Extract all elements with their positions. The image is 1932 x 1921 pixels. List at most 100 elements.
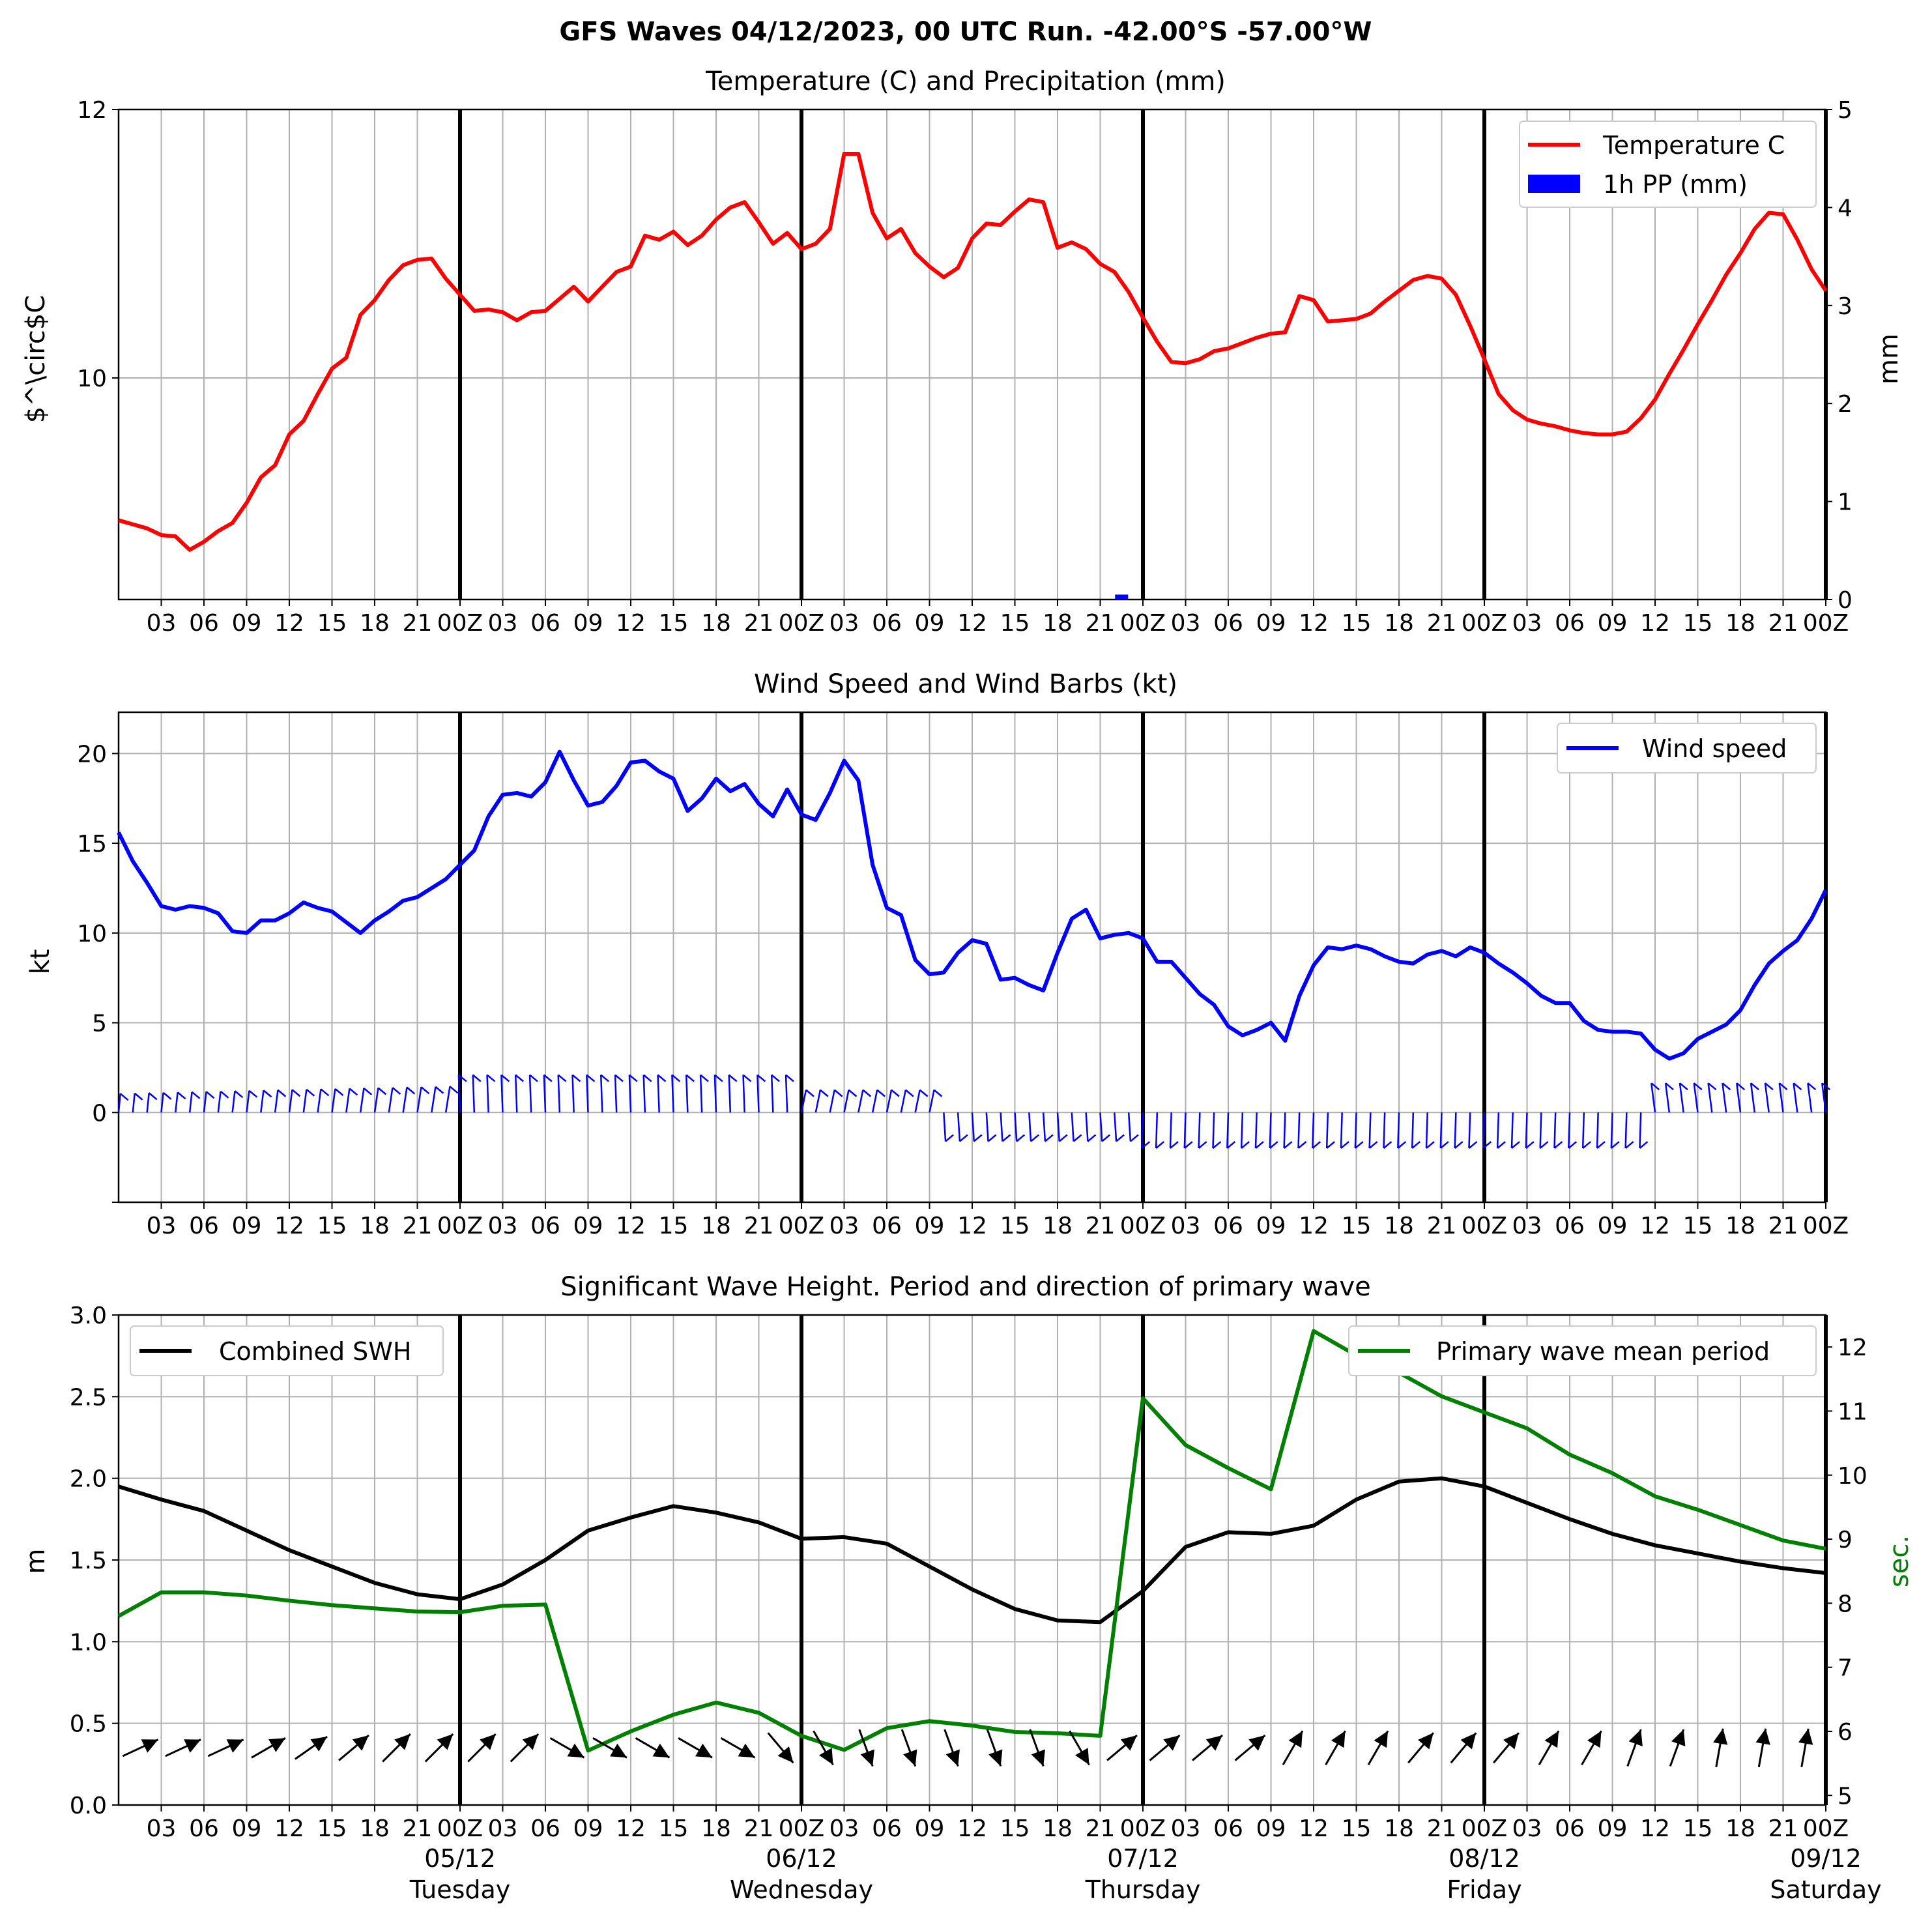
x-tick-label: 06 <box>189 1815 219 1842</box>
y-tick-label: 20 <box>77 741 107 768</box>
wind-barb-flag <box>1707 1082 1717 1091</box>
wave-direction-arrows <box>122 1728 1813 1768</box>
x-tick-label: 21 <box>1086 1213 1116 1239</box>
wind-barb <box>1454 1112 1457 1149</box>
x-tick-label: 03 <box>1512 1213 1542 1239</box>
wave-arrow-head <box>1798 1728 1813 1745</box>
wind-barb-flag <box>1722 1082 1731 1091</box>
wind-barb <box>1468 1112 1471 1149</box>
wind-barb-flag <box>472 1074 482 1082</box>
x-tick-label: 12 <box>1299 1815 1329 1842</box>
y-right-tick-label: 5 <box>1838 97 1853 124</box>
x-tick-label: 15 <box>1683 610 1713 637</box>
wind-barb-flag <box>820 1089 829 1097</box>
wind-barb-flag <box>1397 1141 1407 1149</box>
wind-barb <box>1581 1112 1585 1149</box>
legend-swh-label: Combined SWH <box>219 1337 411 1366</box>
x-tick-label: 06 <box>530 1213 560 1239</box>
wave-arrow-head <box>437 1734 454 1750</box>
x-tick-label: 15 <box>1000 1213 1030 1239</box>
x-tick-label: 00Z <box>1462 1213 1507 1239</box>
wave-arrow-head <box>1288 1731 1303 1748</box>
x-tick-label: 21 <box>1086 610 1116 637</box>
wind-barb-flag <box>529 1074 538 1082</box>
x-tick-label: 00Z <box>437 610 483 637</box>
x-tick-label: 00Z <box>779 1815 824 1842</box>
wave-arrow-head <box>1205 1735 1222 1751</box>
precip-bar <box>1115 594 1129 599</box>
wind-barb <box>1624 1112 1628 1149</box>
wind-barb-flag <box>1297 1141 1307 1149</box>
x-tick-label: 18 <box>1384 1213 1414 1239</box>
wind-barb <box>843 1090 850 1113</box>
y-tick-label: 3.0 <box>70 1303 107 1329</box>
weekday-label: Tuesday <box>409 1875 511 1904</box>
wave-arrow-head <box>819 1748 833 1765</box>
wind-barb-flag <box>1679 1082 1688 1091</box>
temperature-line <box>118 151 1828 552</box>
wind-barb-flag <box>1058 1134 1068 1142</box>
x-tick-label: 09 <box>1598 610 1628 637</box>
wind-barb <box>160 1092 164 1113</box>
wind-barb <box>431 1086 437 1113</box>
wind-barb <box>416 1086 422 1113</box>
x-tick-label: 15 <box>1683 1213 1713 1239</box>
wind-barb-flag <box>306 1088 315 1097</box>
wind-barb-flag <box>119 1093 129 1101</box>
wind-barb-flag <box>1269 1141 1278 1149</box>
wind-barb <box>1539 1112 1542 1149</box>
wind-barb-flag <box>1002 1134 1011 1142</box>
x-tick-label: 12 <box>616 610 646 637</box>
x-tick-label: 15 <box>1683 1815 1713 1842</box>
x-tick-label: 00Z <box>1803 1815 1849 1842</box>
x-tick-label: 18 <box>1384 610 1414 637</box>
x-tick-label: 00Z <box>1462 1815 1507 1842</box>
wind-barb <box>231 1091 236 1113</box>
x-tick-label: 06 <box>1555 1815 1585 1842</box>
wind-barb <box>571 1075 575 1113</box>
wind-barb-flag <box>785 1074 794 1082</box>
wind-barb <box>943 1112 947 1142</box>
wind-barb-flag <box>1355 1141 1364 1149</box>
wind-barb <box>1297 1112 1301 1149</box>
y-right-tick-label: 2 <box>1838 391 1853 418</box>
wave-arrow-head <box>1331 1731 1346 1748</box>
wave-arrow-head <box>567 1743 584 1758</box>
wind-barb <box>1596 1112 1599 1149</box>
x-tick-label: 00Z <box>1120 610 1166 637</box>
wind-barb-flag <box>1624 1141 1634 1149</box>
wind-barb <box>1821 1083 1827 1113</box>
legend-precip-label: 1h PP (mm) <box>1603 170 1748 199</box>
legend-precip-swatch <box>1528 175 1580 193</box>
legend-temperature-label: Temperature C <box>1602 131 1785 160</box>
wind-barb-flag <box>248 1090 258 1098</box>
wind-barb-flag <box>728 1074 738 1082</box>
swh-axis-label: m <box>21 1549 51 1574</box>
wind-barb-flag <box>1482 1141 1492 1149</box>
wave-arrow-head <box>652 1743 670 1758</box>
wave-arrow-head <box>1713 1728 1728 1745</box>
wind-barb-flag <box>1750 1082 1759 1091</box>
wind-barb-flag <box>191 1091 201 1099</box>
wind-barb-flag <box>406 1086 416 1095</box>
wind-barb <box>886 1090 893 1113</box>
x-tick-label: 06 <box>530 610 560 637</box>
y-right-tick-label: 3 <box>1838 293 1853 320</box>
wind-barb <box>117 1093 121 1113</box>
wind-barb <box>757 1075 760 1113</box>
wind-barb <box>1722 1083 1727 1113</box>
x-tick-label: 21 <box>1427 610 1457 637</box>
x-tick-label: 12 <box>957 1213 987 1239</box>
x-tick-label: 12 <box>1299 610 1329 637</box>
wind-barb <box>914 1090 921 1113</box>
wind-barb <box>642 1075 646 1113</box>
wind-barb-flag <box>1087 1134 1097 1142</box>
x-tick-label: 21 <box>1768 610 1798 637</box>
wind-barb <box>1340 1112 1343 1149</box>
wind-legend: Wind speed <box>1557 723 1817 773</box>
legend-period-label: Primary wave mean period <box>1436 1337 1770 1366</box>
wind-barb <box>1482 1112 1486 1149</box>
wave-arrow-head <box>141 1739 158 1753</box>
wind-barb-flag <box>1283 1141 1293 1149</box>
wave-arrow-head <box>184 1739 201 1753</box>
